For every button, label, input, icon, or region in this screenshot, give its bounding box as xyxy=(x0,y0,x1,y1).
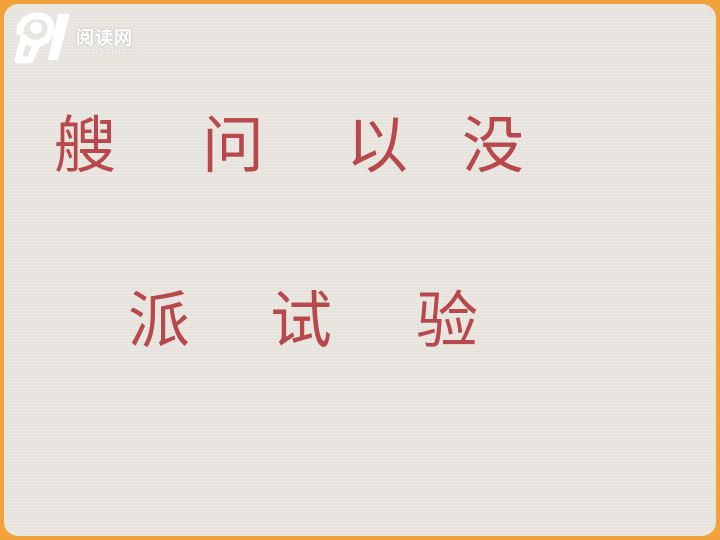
site-logo: 阅读网 www.5Yueru.com xyxy=(14,8,174,64)
character-wen: 问 xyxy=(202,109,265,182)
logo-url: www.5Yueru.com xyxy=(78,47,147,56)
logo-name: 阅读网 xyxy=(76,28,133,49)
character-mei: 没 xyxy=(462,109,525,182)
slide: 阅读网 www.5Yueru.com 艘 问 以 没 派 试 验 xyxy=(4,4,716,536)
character-yan: 验 xyxy=(416,284,479,357)
character-shi: 试 xyxy=(270,284,333,357)
logo-91-icon xyxy=(14,12,70,64)
character-pai: 派 xyxy=(128,284,191,357)
character-sou: 艘 xyxy=(54,109,117,182)
character-yi: 以 xyxy=(346,109,409,182)
